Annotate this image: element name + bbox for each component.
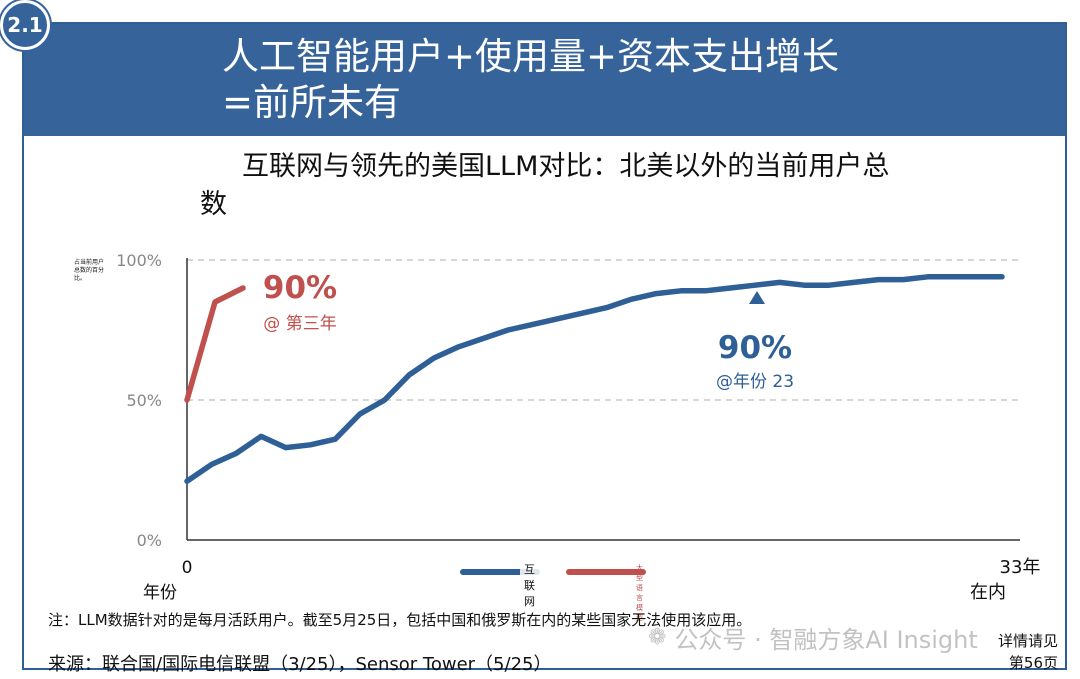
annotation-llm-value: 90% [263, 270, 337, 306]
chart-title: 互联网与领先的美国LLM对比：北美以外的当前用户总数 [200, 151, 890, 220]
legend-label-llm: 大型语言模型 [636, 564, 643, 622]
chart-legend: 互联网 大型语言模型 [460, 561, 646, 622]
x-tick-label-end-suffix: 在内 [970, 582, 1006, 603]
legend-swatch-llm [566, 569, 646, 575]
watermark-text: 公众号 · 智融方象AI Insight [674, 626, 978, 654]
legend-swatch-internet [460, 569, 540, 575]
annotation-internet-marker [749, 291, 765, 304]
annotation-internet-text: @年份 23 [716, 372, 794, 392]
page-title: 人工智能用户+使用量+资本支出增长 =前所未有 [222, 35, 840, 124]
y-tick-label-0: 0% [137, 531, 162, 550]
legend-item-internet: 互联网 [460, 561, 540, 609]
x-axis-label: 年份 [143, 583, 177, 603]
annotation-internet-value: 90% [718, 330, 792, 366]
watermark: ❁ 公众号 · 智融方象AI Insight [648, 620, 978, 655]
chart-annotations: 90% @ 第三年 90% @年份 23 [263, 270, 794, 392]
page-reference: 详情请见 第56页 [980, 630, 1058, 674]
y-tick-label-2: 100% [116, 251, 162, 270]
series-line-llm [184, 285, 246, 403]
source-note: 来源：联合国/国际电信联盟（3/25），Sensor Tower（5/25） [48, 654, 552, 675]
series-line-internet [184, 274, 1005, 484]
wechat-icon: ❁ [648, 625, 667, 650]
legend-item-llm: 大型语言模型 [566, 564, 646, 622]
y-tick-label-1: 50% [126, 391, 162, 410]
header-bar [24, 24, 1065, 136]
page-reference-line1: 详情请见 [997, 632, 1058, 650]
legend-label-internet: 互联网 [520, 561, 540, 609]
chart-series [184, 274, 1005, 484]
section-badge: 2.1 [0, 0, 50, 50]
y-axis-label: 占当前用户总数的百分比。 [74, 259, 105, 282]
x-tick-label-end: 33年 [1000, 557, 1041, 578]
page-reference-line2: 第56页 [1008, 654, 1058, 672]
footnote: 注：LLM数据针对的是每月活跃用户。截至5月25日，包括中国和俄罗斯在内的某些国… [48, 611, 752, 629]
y-tick-labels: 0% 50% 100% [116, 251, 162, 550]
annotation-llm-text: @ 第三年 [263, 314, 336, 334]
x-tick-label-start: 0 [182, 558, 193, 578]
